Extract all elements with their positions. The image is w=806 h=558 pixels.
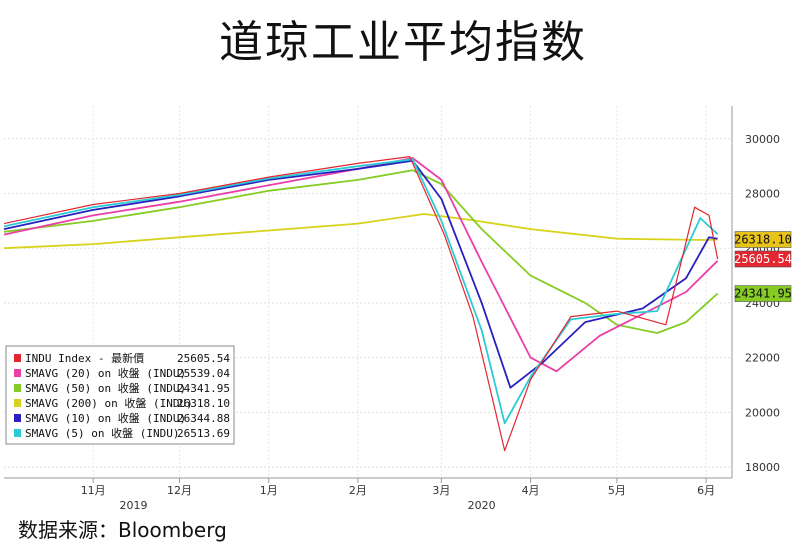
legend-value: 26513.69 xyxy=(177,427,230,440)
legend-swatch xyxy=(14,369,21,377)
legend-label: SMAVG (20) on 收盤 (INDU) xyxy=(25,366,186,380)
x-tick-label: 1月 xyxy=(260,484,278,497)
value-label-text: 25605.54 xyxy=(734,252,792,266)
legend-value: 25605.54 xyxy=(177,352,230,365)
legend-label: INDU Index - 最新價 xyxy=(25,351,144,365)
gridlines xyxy=(4,106,733,479)
series-line xyxy=(3,157,719,373)
y-tick-label: 18000 xyxy=(745,461,780,474)
x-tick-label: 11月 xyxy=(81,484,106,497)
legend-swatch xyxy=(14,429,21,437)
series-line xyxy=(3,213,718,250)
value-labels: 26318.10 25605.54 24341.95 xyxy=(734,231,792,302)
value-label-text: 24341.95 xyxy=(734,287,792,301)
y-tick-label: 22000 xyxy=(745,352,780,365)
legend-value: 25539.04 xyxy=(177,367,230,380)
legend-swatch xyxy=(14,414,21,422)
value-label-text: 26318.10 xyxy=(734,233,792,247)
y-tick-label: 30000 xyxy=(745,133,780,146)
series-line xyxy=(3,159,718,389)
legend-label: SMAVG (200) on 收盤 (INDU) xyxy=(25,396,193,410)
y-tick-label: 28000 xyxy=(745,188,780,201)
x-tick-label: 5月 xyxy=(608,484,626,497)
legend-value: 26318.10 xyxy=(177,397,230,410)
x-axis: 11月 12月 1月 2月 3月 4月 5月 6月 2019 2020 xyxy=(81,478,715,512)
series-line xyxy=(3,156,719,452)
legend-label: SMAVG (10) on 收盤 (INDU) xyxy=(25,411,186,425)
chart-title: 道琼工业平均指数 xyxy=(219,17,587,68)
series-line xyxy=(3,169,719,334)
x-tick-label: 4月 xyxy=(522,484,540,497)
legend-box xyxy=(5,345,235,445)
x-tick-label: 12月 xyxy=(167,484,192,497)
series-layer xyxy=(3,156,719,452)
y-tick-label: 20000 xyxy=(745,406,780,419)
series-line xyxy=(3,158,719,425)
data-source: 数据来源：Bloomberg xyxy=(18,518,227,542)
legend-value: 24341.95 xyxy=(177,382,230,395)
x-tick-label: 3月 xyxy=(432,484,450,497)
year-label: 2020 xyxy=(468,499,496,512)
legend-value: 26344.88 xyxy=(177,412,230,425)
value-label-box xyxy=(734,231,792,248)
x-tick-label: 2月 xyxy=(349,484,367,497)
legend-swatch xyxy=(14,399,21,407)
legend-swatch xyxy=(14,384,21,392)
value-label-box xyxy=(734,250,792,268)
year-label: 2019 xyxy=(119,499,147,512)
x-tick-label: 6月 xyxy=(697,484,715,497)
legend-swatch xyxy=(14,354,21,362)
legend-label: SMAVG (5) on 收盤 (INDU) xyxy=(25,426,179,440)
legend-label: SMAVG (50) on 收盤 (INDU) xyxy=(25,381,186,395)
value-label-box xyxy=(734,285,792,302)
